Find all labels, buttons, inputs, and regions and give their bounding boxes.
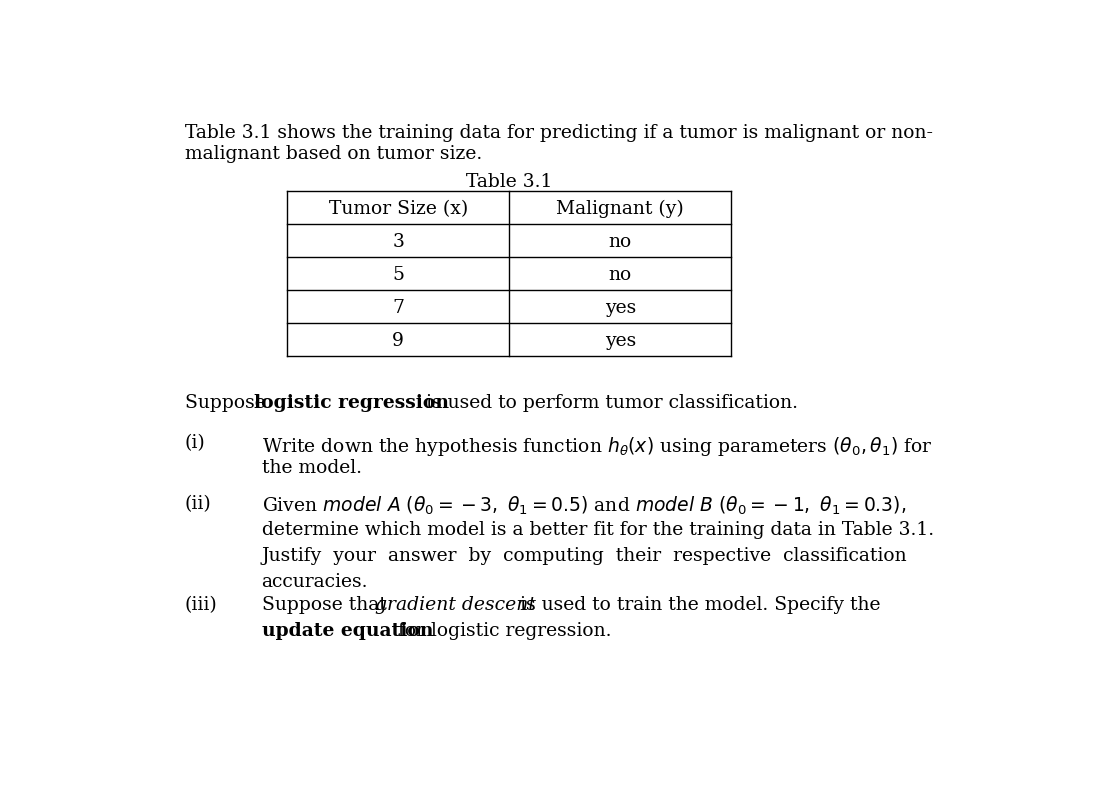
Text: Table 3.1 shows the training data for predicting if a tumor is malignant or non-: Table 3.1 shows the training data for pr… <box>185 124 932 142</box>
Text: is used to train the model. Specify the: is used to train the model. Specify the <box>515 595 880 614</box>
Text: (i): (i) <box>185 434 205 452</box>
Text: Write down the hypothesis function $h_\theta(x)$ using parameters $(\theta_0, \t: Write down the hypothesis function $h_\t… <box>261 434 932 457</box>
Text: yes: yes <box>605 298 636 316</box>
Text: no: no <box>608 233 631 250</box>
Text: no: no <box>608 265 631 283</box>
Text: the model.: the model. <box>261 459 361 476</box>
Text: for logistic regression.: for logistic regression. <box>392 621 612 639</box>
Text: 5: 5 <box>392 265 404 283</box>
Text: yes: yes <box>605 331 636 350</box>
Text: Suppose that: Suppose that <box>261 595 392 614</box>
Text: 3: 3 <box>392 233 404 250</box>
Text: Suppose: Suppose <box>185 394 271 412</box>
Text: Tumor Size (x): Tumor Size (x) <box>328 200 468 217</box>
Text: Justify  your  answer  by  computing  their  respective  classification: Justify your answer by computing their r… <box>261 546 907 565</box>
Text: update equation: update equation <box>261 621 433 639</box>
Text: Given $\mathit{model\ A}$ $(\theta_0 = -3,\ \theta_1 = 0.5)$ and $\mathit{model\: Given $\mathit{model\ A}$ $(\theta_0 = -… <box>261 495 906 516</box>
Text: (iii): (iii) <box>185 595 217 614</box>
Text: Table 3.1: Table 3.1 <box>466 172 552 191</box>
Text: is used to perform tumor classification.: is used to perform tumor classification. <box>420 394 798 412</box>
Text: 9: 9 <box>392 331 404 350</box>
Text: gradient descent: gradient descent <box>375 595 536 614</box>
Text: Malignant (y): Malignant (y) <box>557 200 684 217</box>
Text: (ii): (ii) <box>185 495 212 512</box>
Text: determine which model is a better fit for the training data in Table 3.1.: determine which model is a better fit fo… <box>261 520 933 538</box>
Text: malignant based on tumor size.: malignant based on tumor size. <box>185 144 482 162</box>
Text: 7: 7 <box>392 298 404 316</box>
Text: logistic regression: logistic regression <box>255 394 450 412</box>
Text: accuracies.: accuracies. <box>261 573 368 590</box>
